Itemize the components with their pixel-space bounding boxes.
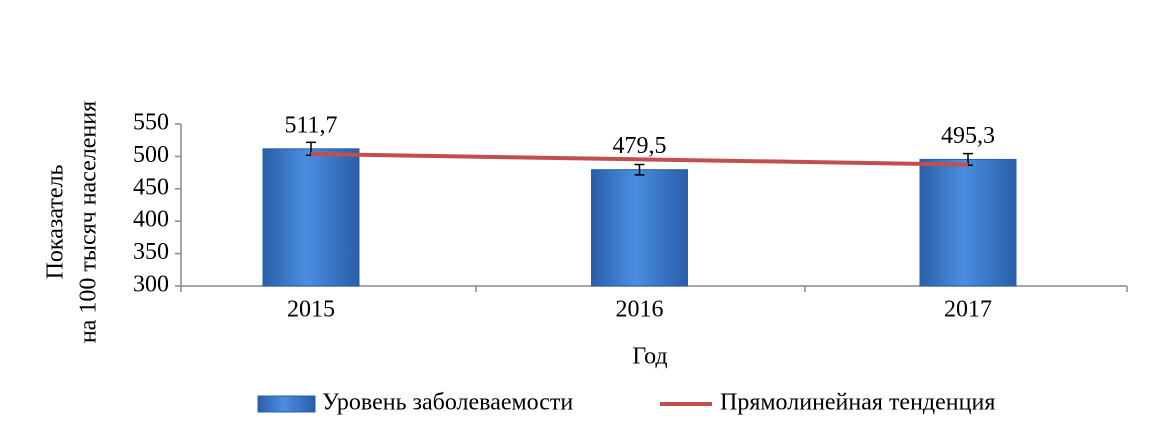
y-tick-label: 350 bbox=[133, 239, 169, 265]
value-label: 495,3 bbox=[941, 123, 995, 149]
trend-line bbox=[310, 152, 969, 167]
y-tick-label: 400 bbox=[133, 207, 169, 233]
y-axis-title: на 100 тысяч населения bbox=[76, 101, 102, 343]
x-tick-label: 2015 bbox=[287, 297, 335, 323]
legend-label: Прямолинейная тенденция bbox=[720, 390, 995, 416]
value-label: 511,7 bbox=[284, 112, 337, 138]
legend-label: Уровень заболеваемости bbox=[322, 390, 573, 416]
y-tick-label: 550 bbox=[133, 110, 169, 136]
bar bbox=[262, 148, 360, 287]
y-axis-title: Показатель bbox=[43, 165, 69, 280]
error-bar bbox=[634, 163, 645, 176]
x-tick-label: 2016 bbox=[616, 297, 664, 323]
x-axis-title: Год bbox=[632, 344, 667, 370]
bar bbox=[591, 169, 688, 287]
y-tick-label: 500 bbox=[133, 142, 169, 168]
bar bbox=[919, 158, 1017, 287]
y-tick-label: 450 bbox=[133, 174, 169, 200]
legend-swatch bbox=[257, 395, 316, 413]
y-tick-label: 300 bbox=[133, 272, 169, 298]
x-tick-label: 2017 bbox=[944, 297, 992, 323]
value-label: 479,5 bbox=[613, 133, 667, 159]
